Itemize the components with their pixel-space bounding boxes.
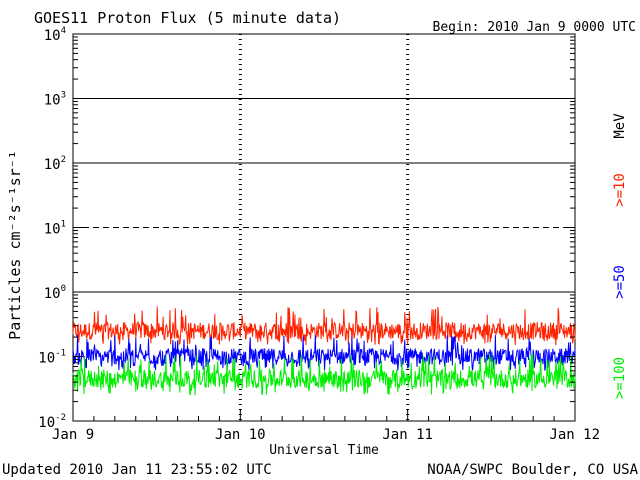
y-tick-label: 103 bbox=[44, 91, 66, 109]
source-credit: NOAA/SWPC Boulder, CO USA bbox=[427, 462, 638, 478]
series-line bbox=[72, 306, 576, 346]
legend: MeV >=10 >=50 >=100 bbox=[612, 113, 628, 399]
y-axis-ticks: 104 103 102 101 100 10-1 10-2 bbox=[38, 26, 575, 431]
chart-title: GOES11 Proton Flux (5 minute data) bbox=[34, 9, 341, 27]
legend-entry: >=50 bbox=[612, 265, 628, 299]
series-line bbox=[72, 334, 576, 371]
x-tick-label: Jan 12 bbox=[549, 427, 600, 443]
y-tick-label: 10-1 bbox=[38, 349, 66, 367]
y-tick-label: 10-2 bbox=[38, 413, 66, 431]
x-tick-label: Jan 10 bbox=[215, 427, 266, 443]
y-tick-label: 104 bbox=[44, 26, 66, 44]
x-tick-label: Jan 11 bbox=[382, 427, 433, 443]
x-axis-label: Universal Time bbox=[269, 443, 379, 458]
legend-entry: >=100 bbox=[612, 357, 628, 399]
y-tick-label: 101 bbox=[44, 220, 66, 238]
y-axis-label: Particles cm⁻²s⁻¹sr⁻¹ bbox=[6, 150, 24, 340]
y-tick-label: 102 bbox=[44, 155, 66, 173]
x-axis-ticks: Jan 9 Jan 10 Jan 11 Jan 12 bbox=[52, 409, 600, 443]
begin-label: Begin: 2010 Jan 9 0000 UTC bbox=[433, 20, 637, 35]
reference-lines bbox=[73, 98, 575, 293]
y-tick-label: 100 bbox=[44, 284, 66, 302]
series-lines bbox=[72, 306, 576, 396]
updated-timestamp: Updated 2010 Jan 11 23:55:02 UTC bbox=[2, 462, 272, 478]
legend-unit-label: MeV bbox=[612, 113, 628, 139]
x-tick-label: Jan 9 bbox=[52, 427, 94, 443]
series-line bbox=[72, 353, 576, 396]
legend-entry: >=10 bbox=[612, 173, 628, 207]
